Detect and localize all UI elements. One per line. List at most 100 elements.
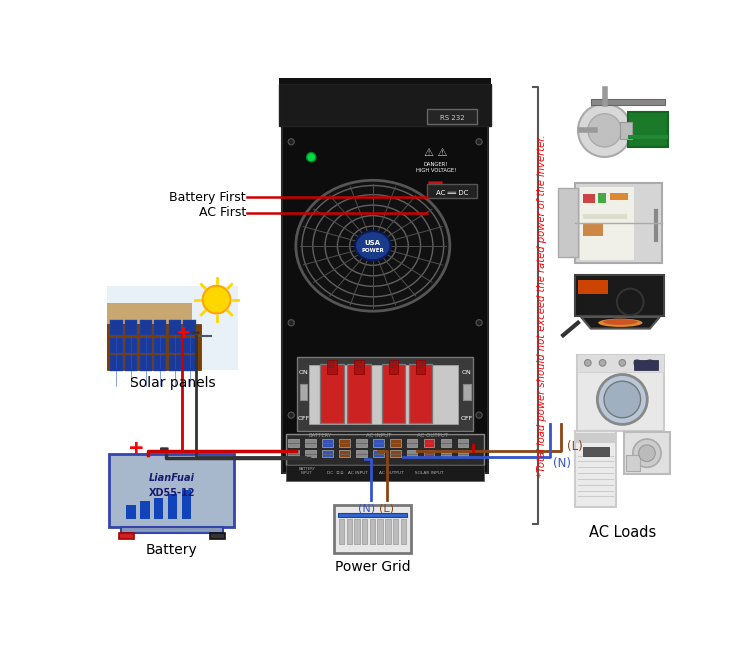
Text: DPN
C63: DPN C63 — [389, 361, 398, 369]
Circle shape — [597, 374, 647, 424]
Bar — [583, 214, 627, 219]
Ellipse shape — [296, 180, 450, 311]
Bar — [154, 498, 164, 519]
Circle shape — [634, 360, 640, 366]
Bar — [373, 450, 383, 458]
Bar — [309, 365, 458, 424]
Bar — [286, 434, 484, 465]
Text: AC First: AC First — [199, 206, 246, 219]
Bar — [110, 355, 122, 371]
Bar — [427, 108, 477, 124]
Text: OFF: OFF — [460, 417, 473, 421]
Text: ⚠ ⚠: ⚠ ⚠ — [424, 149, 448, 158]
Bar — [393, 519, 398, 544]
Bar — [634, 360, 658, 369]
Circle shape — [307, 153, 316, 162]
Bar — [110, 337, 122, 353]
Text: (N): (N) — [553, 457, 571, 470]
Text: RS 232: RS 232 — [440, 115, 464, 121]
Text: DPN
C63: DPN C63 — [328, 361, 336, 369]
Text: AC ══ DC: AC ══ DC — [436, 190, 468, 195]
Circle shape — [476, 139, 482, 145]
Polygon shape — [581, 317, 660, 328]
Ellipse shape — [355, 231, 391, 260]
Bar — [428, 181, 442, 189]
Circle shape — [288, 320, 294, 326]
Bar — [354, 519, 360, 544]
Bar — [118, 533, 134, 539]
Bar — [121, 527, 223, 533]
Circle shape — [476, 320, 482, 326]
Bar — [389, 360, 398, 374]
Bar — [209, 533, 225, 539]
Bar — [169, 337, 181, 353]
Text: DANGER!
HIGH VOLTAGE!: DANGER! HIGH VOLTAGE! — [416, 162, 456, 173]
Text: BATTERY
INPUT: BATTERY INPUT — [298, 467, 315, 476]
Bar — [184, 320, 196, 336]
Bar — [110, 454, 234, 527]
Bar — [107, 286, 238, 371]
Text: (L): (L) — [380, 504, 394, 513]
Bar — [427, 184, 477, 198]
Text: –: – — [191, 324, 200, 342]
Bar — [107, 286, 238, 371]
Bar — [346, 519, 352, 544]
Bar — [338, 513, 407, 517]
Bar — [409, 363, 432, 423]
Bar — [580, 187, 634, 260]
Bar — [279, 78, 491, 84]
Bar — [575, 434, 616, 443]
Bar — [577, 354, 664, 372]
Bar — [628, 112, 668, 147]
Bar — [320, 363, 344, 423]
Text: AC INPUT: AC INPUT — [365, 433, 391, 437]
Circle shape — [476, 412, 482, 418]
Text: DC  ①②   AC INPUT        AC OUTPUT        SOLAR INPUT: DC ①② AC INPUT AC OUTPUT SOLAR INPUT — [327, 471, 443, 476]
Bar — [583, 447, 608, 456]
Bar — [154, 320, 166, 336]
Bar — [424, 439, 434, 447]
Bar — [110, 320, 122, 336]
Text: BATTERY: BATTERY — [309, 433, 332, 437]
Text: Power Grid: Power Grid — [335, 560, 411, 574]
Bar — [583, 225, 602, 236]
Text: +: + — [175, 324, 190, 342]
Text: Battery First: Battery First — [170, 191, 246, 204]
Text: ON: ON — [462, 371, 472, 375]
Circle shape — [288, 412, 294, 418]
Bar — [558, 188, 578, 256]
Bar — [362, 519, 368, 544]
Bar — [125, 337, 137, 353]
Bar — [575, 275, 664, 316]
Bar — [305, 450, 316, 458]
Circle shape — [646, 360, 653, 366]
Bar — [300, 384, 307, 400]
Bar — [424, 450, 434, 458]
Bar — [373, 439, 383, 447]
Ellipse shape — [603, 319, 638, 325]
Circle shape — [584, 360, 591, 366]
Bar — [382, 363, 405, 423]
Bar — [328, 360, 337, 374]
Text: +: + — [128, 439, 145, 458]
Bar — [140, 502, 149, 519]
Bar — [406, 450, 418, 458]
Bar — [334, 505, 411, 553]
Bar — [628, 134, 668, 139]
Ellipse shape — [598, 319, 643, 327]
Text: LianFuai: LianFuai — [148, 472, 195, 483]
Bar — [624, 432, 670, 474]
Bar — [416, 360, 425, 374]
Bar — [107, 302, 192, 371]
Bar — [279, 84, 491, 127]
Bar — [322, 439, 333, 447]
Bar — [168, 494, 177, 519]
Text: XD55-12: XD55-12 — [148, 488, 195, 498]
Circle shape — [202, 286, 230, 313]
Text: (N): (N) — [358, 504, 375, 513]
Bar — [286, 465, 484, 481]
Circle shape — [588, 114, 621, 147]
Bar — [458, 439, 468, 447]
Bar — [339, 450, 350, 458]
Bar — [620, 122, 632, 139]
